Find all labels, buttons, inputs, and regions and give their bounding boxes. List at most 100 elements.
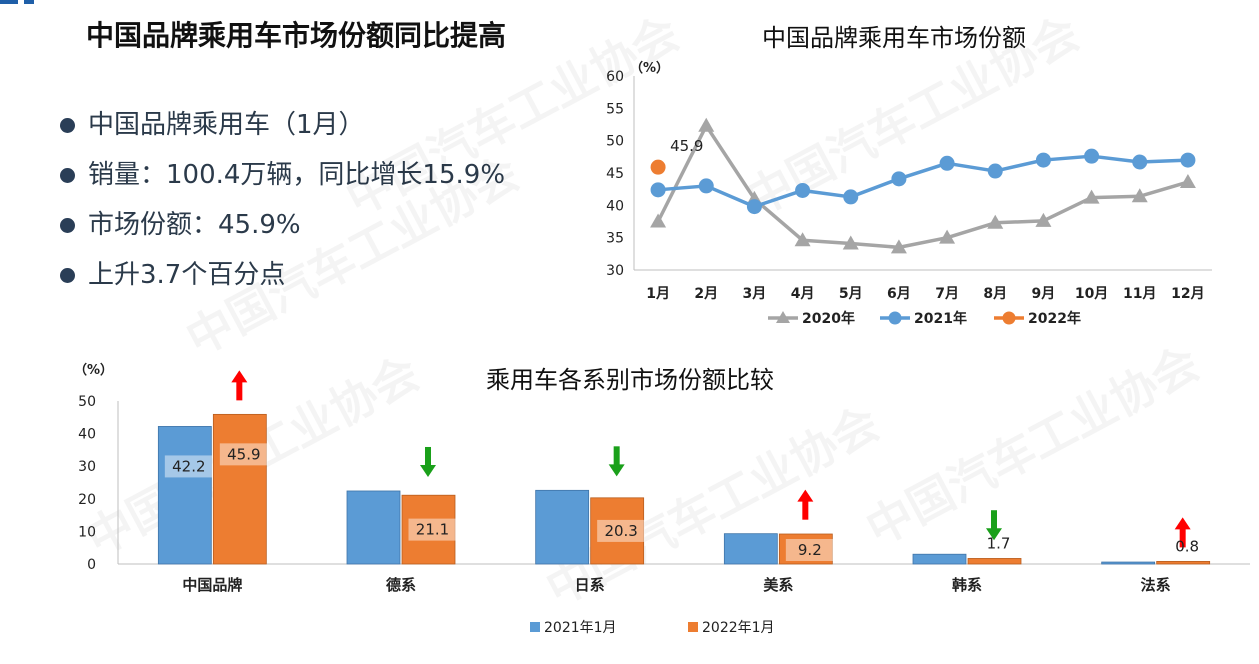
watermark-text: 中国汽车工业协会 [857,336,1207,556]
bar-2021年1月-中国品牌 [157,426,212,565]
line-point-2020年 [1035,212,1052,227]
trend-up-arrow-icon [231,370,248,401]
line-point-2020年 [890,239,907,254]
bar-legend-label: 2022年1月 [702,620,775,636]
trend-down-arrow-icon [608,446,625,477]
bar-2022年1月-美系 [778,533,833,565]
data-label-box [785,539,834,562]
line-legend-marker [888,311,902,325]
bullet-dot-icon [60,118,75,133]
line-chart-x-tick-label: 1月 [646,286,670,302]
line-point-2020年 [939,229,956,244]
bullet-item: 上升3.7个百分点 [58,250,505,300]
line-chart-x-tick-label: 12月 [1171,286,1204,302]
bar-2021年1月-美系 [723,533,778,565]
arrow-head [797,489,814,502]
line-chart-y-tick-label: 60 [606,69,624,85]
line-chart-y-axis-label: （%） [630,60,669,76]
line-point-2020年 [1131,188,1148,203]
bullet-item: 销量：100.4万辆，同比增长15.9% [58,150,505,200]
trend-down-arrow-icon [420,446,436,477]
arrow-shaft [1179,527,1186,548]
line-point-2020年 [987,214,1004,229]
line-chart-y-tick-label: 30 [606,263,624,279]
bar-chart-category-label: 韩系 [952,576,982,594]
bar-chart-category-label: 日系 [575,576,605,594]
line-point-2021年 [843,189,859,205]
line-series-2020年 [656,124,1189,250]
bar-legend-swatch [688,622,698,632]
arrow-shaft [802,499,809,520]
line-chart-title: 中国品牌乘用车市场份额 [762,24,1026,52]
bar-chart-data-label: 1.7 [987,534,1011,552]
bar-chart-data-label: 45.9 [227,445,260,463]
line-chart-x-tick-label: 3月 [743,286,767,302]
bar-chart-data-label: 42.2 [172,457,205,475]
line-chart-y-tick-label: 45 [606,166,624,182]
data-label-box [219,443,268,466]
bar-chart-data-label: 9.2 [798,541,822,559]
bar-chart-data-label: 20.3 [604,522,637,540]
slide-title: 中国品牌乘用车市场份额同比提高 [86,19,507,52]
bullet-dot-icon [60,218,75,233]
line-point-2021年 [1180,152,1196,168]
trend-up-arrow-icon [797,489,814,520]
arrow-shaft [425,446,431,467]
line-legend-marker [776,311,790,323]
line-point-2020年 [794,232,811,247]
line-point-2021年 [987,163,1003,179]
bar-chart-y-tick-label: 0 [87,557,96,573]
trend-down-arrow-icon [986,510,1002,541]
bullet-text: 中国品牌乘用车（1月） [88,110,365,140]
bar-2022年1月-德系 [401,494,456,565]
line-point-2021年 [1035,152,1051,168]
bar-chart-category-label: 德系 [386,576,416,594]
line-point-2020年 [842,235,859,250]
line-chart-x-tick-label: 11月 [1123,286,1156,302]
bar-chart-y-tick-label: 50 [78,394,96,410]
data-label-box [164,455,213,478]
line-chart-x-tick-label: 9月 [1032,286,1056,302]
bar-2021年1月-德系 [346,490,401,565]
bar-chart-y-tick-label: 20 [78,492,96,508]
line-chart-data-label: 45.9 [670,137,703,155]
bullet-item: 市场份额：45.9% [58,200,505,250]
bar-2021年1月-法系 [1101,561,1156,565]
bullet-dot-icon [60,168,75,183]
line-point-2021年 [650,182,666,198]
line-series-2021年 [657,154,1188,209]
line-point-2020年 [698,117,715,132]
data-label-box [597,519,646,542]
line-point-2021年 [698,178,714,194]
arrow-shaft [991,510,997,531]
bar-2022年1月-日系 [590,497,645,565]
line-chart-x-tick-label: 6月 [887,286,911,302]
bar-legend-swatch [530,622,540,632]
line-point-2020年 [650,213,667,228]
line-chart-x-tick-label: 4月 [791,286,815,302]
top-accent-bar-2 [24,0,34,4]
line-legend-label: 2020年 [802,310,855,327]
arrow-head [986,528,1002,541]
bar-chart-y-axis-label: （%） [74,362,113,378]
bar-chart-category-label: 法系 [1141,576,1171,594]
line-point-2021年 [1084,148,1100,164]
top-accent-bar [0,0,18,4]
trend-up-arrow-icon [1174,517,1191,548]
line-point-2020年 [1179,174,1196,189]
line-chart-x-tick-label: 2月 [694,286,718,302]
bar-chart-title: 乘用车各系别市场份额比较 [486,366,774,394]
bar-chart-category-label: 美系 [763,576,793,594]
line-point-2021年 [939,155,955,171]
line-point-2021年 [795,182,811,198]
bullet-text: 上升3.7个百分点 [88,260,286,290]
line-chart-x-tick-label: 5月 [839,286,863,302]
bar-chart-data-label: 21.1 [416,521,449,539]
bar-2022年1月-韩系 [967,558,1022,565]
bar-2022年1月-法系 [1156,560,1211,565]
line-legend-label: 2021年 [914,310,967,327]
bar-chart-category-label: 中国品牌 [182,576,242,594]
bullet-text: 销量：100.4万辆，同比增长15.9% [88,160,506,190]
arrow-head [608,464,625,477]
